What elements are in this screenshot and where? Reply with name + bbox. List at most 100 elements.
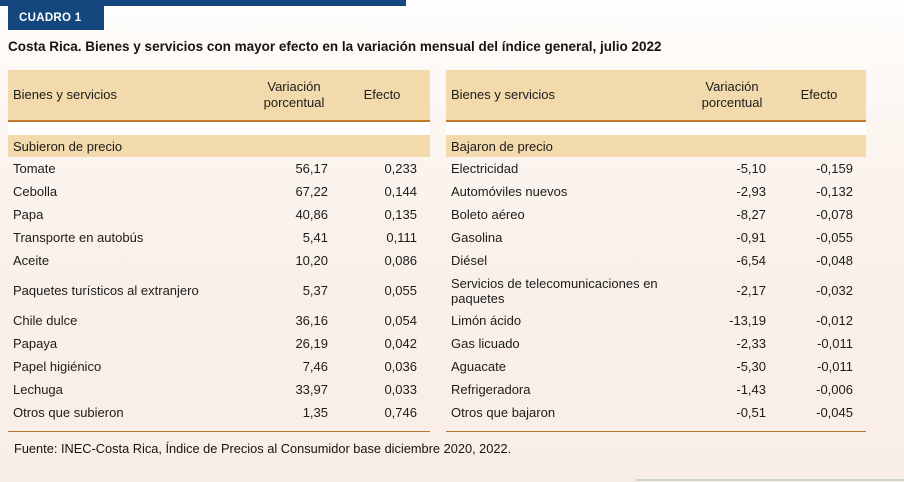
item-effect: 0,135 [384,207,417,222]
table-row: Refrigeradora -1,43 -0,006 [446,378,866,401]
item-name: Chile dulce [13,313,78,328]
item-name: Refrigeradora [451,382,531,397]
spacer-row [8,121,430,135]
item-name: Cebolla [13,184,58,199]
header-row: Bienes y servicios Variación porcentual … [446,70,866,122]
item-variation: -0,91 [736,230,766,245]
source-note: Fuente: INEC-Costa Rica, Índice de Preci… [14,441,512,456]
item-variation: -6,54 [736,253,766,268]
item-name: Papa [13,207,44,222]
item-name: Transporte en autobús [13,230,144,245]
item-effect: -0,045 [816,405,853,420]
item-effect: 0,055 [384,283,417,298]
table-bajaron: Bienes y servicios Variación porcentual … [446,70,866,432]
item-variation: 26,19 [295,336,328,351]
item-variation: -13,19 [729,313,766,328]
item-variation: 10,20 [295,253,328,268]
item-variation: -8,27 [736,207,766,222]
table-row: Cebolla 67,22 0,144 [8,180,430,203]
table-row: Gas licuado -2,33 -0,011 [446,332,866,355]
table-row: Paquetes turísticos al extranjero 5,37 0… [8,272,430,309]
item-variation: 33,97 [295,382,328,397]
item-name: Otros que subieron [13,405,124,420]
item-effect: -0,032 [816,283,853,298]
item-name: Gas licuado [451,336,520,351]
bajaron-table: Bienes y servicios Variación porcentual … [446,70,866,424]
cuadro-badge: CUADRO 1 [8,6,104,30]
item-name: Diésel [451,253,488,268]
item-effect: -0,078 [816,207,853,222]
item-variation: -0,51 [736,405,766,420]
item-variation: -2,33 [736,336,766,351]
item-effect: 0,233 [384,161,417,176]
item-effect: -0,011 [817,359,853,374]
table-row: Aguacate -5,30 -0,011 [446,355,866,378]
col-header-bienes: Bienes y servicios [8,70,254,122]
section-label: Subieron de precio [8,135,430,157]
item-effect: 0,111 [386,230,417,245]
item-variation: -1,43 [736,382,766,397]
item-name: Limón ácido [451,313,522,328]
item-name: Tomate [13,161,56,176]
table-row: Aceite 10,20 0,086 [8,249,430,272]
item-variation: 5,37 [302,283,328,298]
item-name: Electricidad [451,161,519,176]
item-effect: -0,159 [816,161,853,176]
spacer-row [446,121,866,135]
col-header-efecto: Efecto [334,70,430,122]
table-row: Diésel -6,54 -0,048 [446,249,866,272]
item-variation: -5,30 [736,359,766,374]
table-row: Papel higiénico 7,46 0,036 [8,355,430,378]
item-name: Boleto aéreo [451,207,525,222]
col-header-bienes: Bienes y servicios [446,70,692,122]
bajaron-rows: Electricidad -5,10 -0,159 Automóviles nu… [446,157,866,424]
table-row: Limón ácido -13,19 -0,012 [446,309,866,332]
item-name: Paquetes turísticos al extranjero [13,283,199,298]
table-row: Papa 40,86 0,135 [8,203,430,226]
table-row: Servicios de telecomunicaciones en paque… [446,272,866,309]
item-variation: 40,86 [295,207,328,222]
item-variation: -2,93 [736,184,766,199]
table-row: Otros que bajaron -0,51 -0,045 [446,401,866,424]
item-variation: 56,17 [295,161,328,176]
table-row: Papaya 26,19 0,042 [8,332,430,355]
section-row-bajaron: Bajaron de precio [446,135,866,157]
subieron-table: Bienes y servicios Variación porcentual … [8,70,430,424]
item-effect: 0,036 [384,359,417,374]
item-variation: -2,17 [736,283,766,298]
table-row: Otros que subieron 1,35 0,746 [8,401,430,424]
item-effect: 0,054 [384,313,417,328]
item-variation: 36,16 [295,313,328,328]
item-name: Aguacate [451,359,506,374]
item-effect: -0,011 [817,336,853,351]
item-name: Lechuga [13,382,63,397]
item-effect: -0,132 [816,184,853,199]
window-edge-line [636,479,904,481]
item-name: Aceite [13,253,50,268]
item-effect: 0,086 [384,253,417,268]
col-header-variacion: Variación porcentual [254,70,334,122]
table-row: Transporte en autobús 5,41 0,111 [8,226,430,249]
col-header-efecto: Efecto [772,70,866,122]
item-effect: -0,006 [816,382,853,397]
item-variation: 7,46 [302,359,328,374]
item-effect: -0,048 [816,253,853,268]
cuadro-badge-label: CUADRO 1 [19,12,82,24]
table-subieron: Bienes y servicios Variación porcentual … [8,70,430,432]
table-row: Lechuga 33,97 0,033 [8,378,430,401]
item-name: Papaya [13,336,58,351]
section-label: Bajaron de precio [446,135,866,157]
top-blue-rule [0,0,406,6]
item-name: Automóviles nuevos [451,184,568,199]
item-effect: 0,144 [384,184,417,199]
header-row: Bienes y servicios Variación porcentual … [8,70,430,122]
item-variation: 1,35 [302,405,328,420]
col-header-variacion: Variación porcentual [692,70,772,122]
subieron-rows: Tomate 56,17 0,233 Cebolla 67,22 0,144 P… [8,157,430,424]
table-row: Chile dulce 36,16 0,054 [8,309,430,332]
section-row-subieron: Subieron de precio [8,135,430,157]
table-row: Tomate 56,17 0,233 [8,157,430,180]
item-name: Gasolina [451,230,503,245]
item-variation: 5,41 [302,230,328,245]
table-row: Gasolina -0,91 -0,055 [446,226,866,249]
